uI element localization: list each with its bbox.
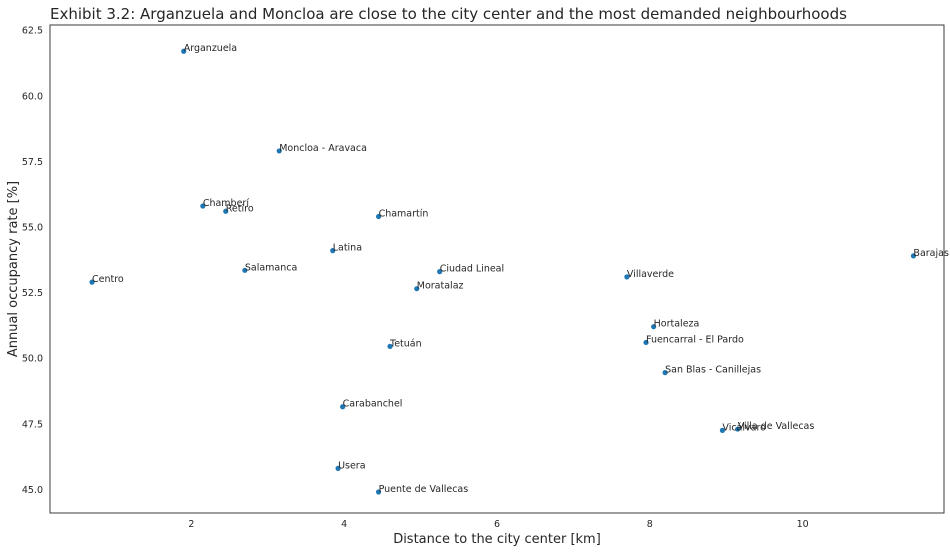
data-point (375, 489, 382, 495)
data-point (387, 343, 393, 349)
plot-area (49, 24, 945, 514)
data-point (335, 465, 341, 471)
data-point-label: Moratalaz (417, 281, 464, 292)
data-point (437, 269, 443, 275)
data-point (223, 208, 229, 214)
data-point (89, 279, 95, 285)
y-tick-label: 52.5 (22, 288, 43, 299)
data-point-label: Tetuán (389, 338, 422, 349)
data-point-label: Puente de Vallecas (379, 484, 469, 495)
data-point (719, 427, 726, 433)
data-point-label: Retiro (226, 203, 254, 214)
y-tick-label: 62.5 (22, 26, 43, 37)
y-tick-label: 60.0 (22, 91, 43, 102)
data-point-label: Villaverde (627, 269, 674, 280)
data-point-label: Latina (333, 243, 362, 254)
data-point-label: Centro (92, 274, 124, 285)
data-point (651, 324, 657, 330)
y-tick-label: 55.0 (22, 223, 43, 234)
chart-title: Exhibit 3.2: Arganzuela and Moncloa are … (50, 5, 847, 23)
y-tick-label: 50.0 (22, 354, 43, 365)
data-point-label: Fuencarral - El Pardo (646, 334, 744, 345)
data-point (330, 248, 336, 254)
x-tick-label: 2 (188, 519, 194, 530)
data-point (910, 253, 917, 259)
y-tick-label: 57.5 (22, 157, 43, 168)
data-point-label: Chamberí (203, 198, 250, 209)
x-tick-label: 4 (341, 519, 347, 530)
data-point (181, 48, 187, 54)
data-point-label: Moncloa - Aravaca (279, 143, 367, 154)
data-point-label: Hortaleza (654, 319, 700, 330)
data-point (643, 339, 649, 346)
data-point-label: Ciudad Lineal (440, 264, 504, 275)
data-point (340, 404, 346, 410)
data-point (200, 203, 206, 209)
x-axis-label: Distance to the city center [km] (393, 532, 601, 547)
data-point (662, 370, 668, 376)
x-axis-ticks: 2 4 6 8 10 (188, 519, 808, 530)
data-point-label: Villa de Vallecas (738, 421, 815, 432)
y-tick-label: 47.5 (22, 419, 43, 430)
data-point (414, 286, 420, 292)
data-point-label: Salamanca (245, 262, 297, 273)
data-points (89, 48, 917, 495)
y-axis-label: Annual occupancy rate [%] (6, 181, 21, 357)
data-point-labels: Arganzuela Moncloa - Aravaca ChamberíRetir… (92, 43, 949, 495)
data-point-label: Vicálvaro (722, 422, 766, 433)
y-axis-ticks: 45.0 47.5 50.0 52.5 55.0 57.5 60.0 62.5 (22, 26, 43, 496)
data-point-label: Barajas (913, 248, 949, 259)
data-point-label: Carabanchel (343, 399, 403, 410)
y-tick-label: 45.0 (22, 485, 43, 496)
data-point (242, 267, 248, 273)
x-tick-label: 8 (647, 519, 653, 530)
data-point-label: Chamartín (379, 209, 429, 220)
data-point (624, 274, 630, 280)
data-point (276, 148, 282, 154)
data-point (375, 213, 382, 220)
data-point-label: Arganzuela (184, 43, 237, 54)
data-point-label: San Blas - Canillejas (665, 365, 761, 376)
data-point (735, 426, 741, 432)
x-tick-label: 6 (494, 519, 500, 530)
x-tick-label: 10 (797, 519, 809, 530)
data-point-label: Usera (338, 460, 365, 471)
